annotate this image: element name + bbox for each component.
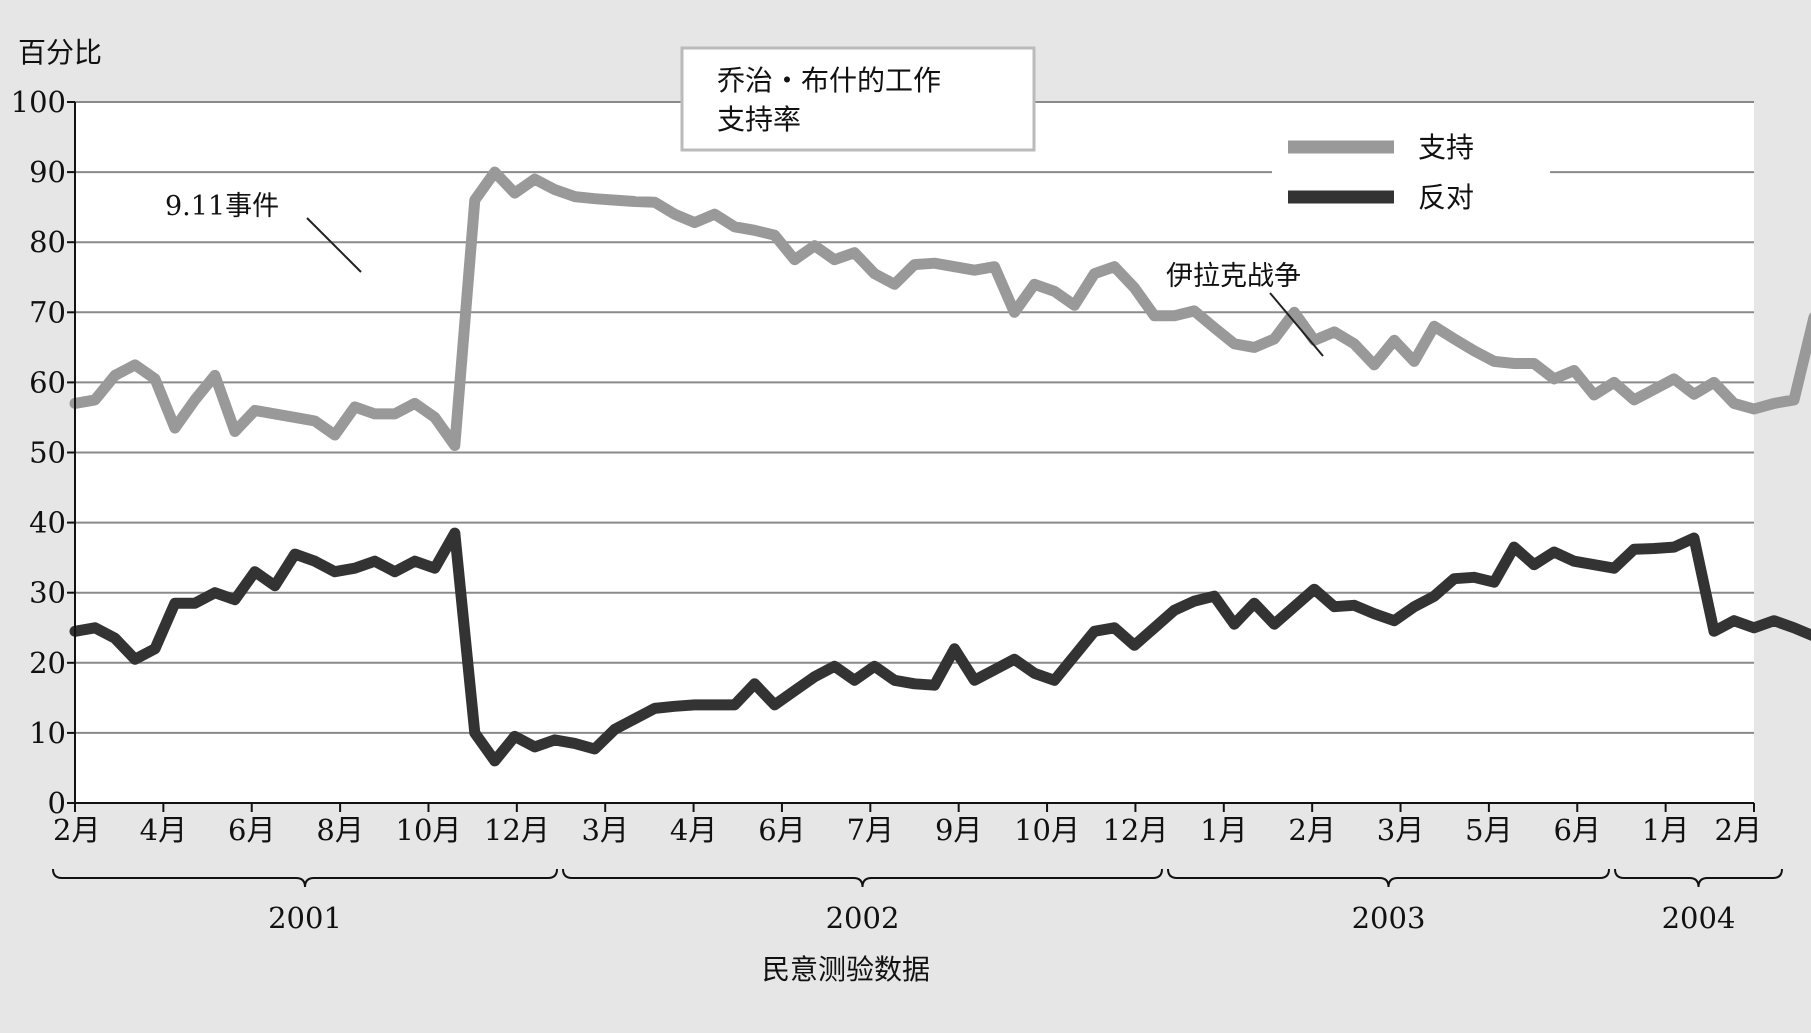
annotation-iraq-pointer: [1269, 292, 1324, 357]
series-lines: [69, 166, 1811, 767]
x-tick-label: 9月: [935, 813, 982, 847]
y-tick-label: 90: [29, 155, 66, 189]
year-label: 2002: [826, 901, 900, 935]
series-line-disapprove: [69, 527, 1811, 767]
y-tick-label: 30: [29, 576, 66, 610]
annotation-911: 9.11事件: [165, 191, 362, 273]
x-tick-label: 3月: [1377, 813, 1424, 847]
y-tick-label: 60: [29, 365, 66, 399]
annotation-iraq: 伊拉克战争: [1166, 261, 1324, 357]
y-tick-label: 40: [29, 506, 66, 540]
legend: 支持 反对: [1272, 115, 1550, 217]
x-tick-label: 12月: [1102, 813, 1168, 847]
legend-label-disapprove: 反对: [1418, 181, 1474, 214]
x-tick-label: 8月: [316, 813, 363, 847]
annotation-911-pointer: [306, 217, 362, 273]
y-tick-label: 80: [29, 225, 66, 259]
x-tick-label: 10月: [1014, 813, 1080, 847]
chart-title-line-2: 支持率: [717, 103, 801, 136]
year-brace: [1167, 868, 1610, 888]
chart-title-box: 乔治・布什的工作 支持率: [680, 46, 1036, 152]
year-labels: 2001 2002 2003 2004: [52, 868, 1783, 935]
x-tick-label: 10月: [396, 813, 462, 847]
year-label: 2001: [268, 901, 342, 935]
x-tick-label: 6月: [758, 813, 805, 847]
axes: [67, 101, 1755, 812]
series-line-approve: [69, 166, 1811, 451]
x-tick-label: 6月: [1554, 813, 1601, 847]
y-tick-labels: 0 10 20 30 40 50 60 70 80 90 100: [11, 85, 66, 820]
year-label: 2003: [1352, 901, 1426, 935]
y-tick-label: 10: [29, 716, 66, 750]
x-tick-label: 2月: [1715, 813, 1762, 847]
chart-title-line-1: 乔治・布什的工作: [717, 64, 941, 97]
x-tick-label: 1月: [1642, 813, 1689, 847]
year-brace: [1614, 868, 1783, 888]
y-tick-label: 50: [29, 436, 66, 470]
x-tick-labels: 2月 4月 6月 8月 10月 12月 3月 4月 6月 7月 9月 10月 12月 1月 2月 3月 5月 6月…: [53, 813, 1762, 847]
y-tick-label: 0: [48, 786, 66, 820]
legend-label-approve: 支持: [1418, 131, 1474, 164]
x-tick-label: 12月: [484, 813, 550, 847]
annotation-911-label: 9.11事件: [165, 191, 279, 222]
x-tick-label: 2月: [53, 813, 100, 847]
y-tick-label: 100: [11, 85, 66, 119]
year-label: 2004: [1662, 901, 1736, 935]
x-axis-label: 民意测验数据: [762, 953, 930, 986]
x-tick-label: 4月: [670, 813, 717, 847]
annotation-iraq-label: 伊拉克战争: [1166, 261, 1301, 292]
x-tick-label: 7月: [847, 813, 894, 847]
x-tick-label: 3月: [581, 813, 628, 847]
y-tick-label: 70: [29, 295, 66, 329]
year-brace: [562, 868, 1163, 888]
x-tick-label: 2月: [1288, 813, 1335, 847]
x-tick-label: 1月: [1200, 813, 1247, 847]
x-tick-label: 4月: [140, 813, 187, 847]
y-axis-label: 百分比: [18, 36, 102, 69]
x-tick-label: 6月: [228, 813, 275, 847]
year-brace: [52, 868, 558, 888]
x-tick-label: 5月: [1465, 813, 1512, 847]
y-tick-label: 20: [29, 646, 66, 680]
